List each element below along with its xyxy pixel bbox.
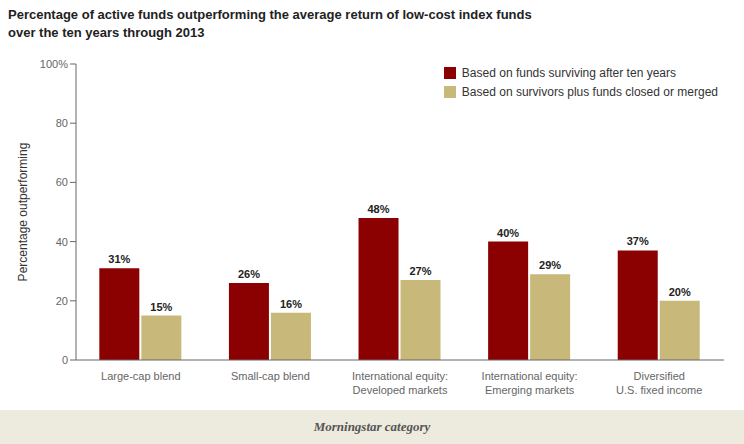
svg-text:15%: 15% [150,301,172,313]
svg-text:20: 20 [56,295,68,307]
svg-text:48%: 48% [368,203,390,215]
svg-text:International equity:Emerging: International equity:Emerging markets [482,370,578,396]
svg-text:37%: 37% [627,235,649,247]
svg-text:DiversifiedU.S. fixed income: DiversifiedU.S. fixed income [616,370,702,396]
svg-text:27%: 27% [410,265,432,277]
svg-text:31%: 31% [108,253,130,265]
svg-text:80: 80 [56,117,68,129]
svg-text:40%: 40% [497,227,519,239]
svg-text:100%: 100% [40,58,68,70]
html-text:over the ten years through 201: over the ten years through 2013 [8,25,205,40]
svg-text:60: 60 [56,176,68,188]
html-text:Based on survivors plus funds: Based on survivors plus funds closed or … [461,85,718,99]
svg-text:0: 0 [62,354,68,366]
svg-text:16%: 16% [280,298,302,310]
svg-text:Percentage outperforming: Percentage outperforming [16,143,30,282]
svg-text:Large-cap blend: Large-cap blend [101,370,181,382]
svg-text:Small-cap blend: Small-cap blend [231,370,310,382]
svg-text:29%: 29% [539,259,561,271]
svg-text:20%: 20% [669,286,691,298]
html-text:Percentage of active funds out: Percentage of active funds outperforming… [8,7,532,22]
svg-text:26%: 26% [238,268,260,280]
svg-text:International equity:Developed: International equity:Developed markets [352,370,448,396]
svg-text:40: 40 [56,236,68,248]
html-text:Morningstar category: Morningstar category [313,419,431,434]
html-text:Based on funds surviving after: Based on funds surviving after ten years [461,66,676,80]
